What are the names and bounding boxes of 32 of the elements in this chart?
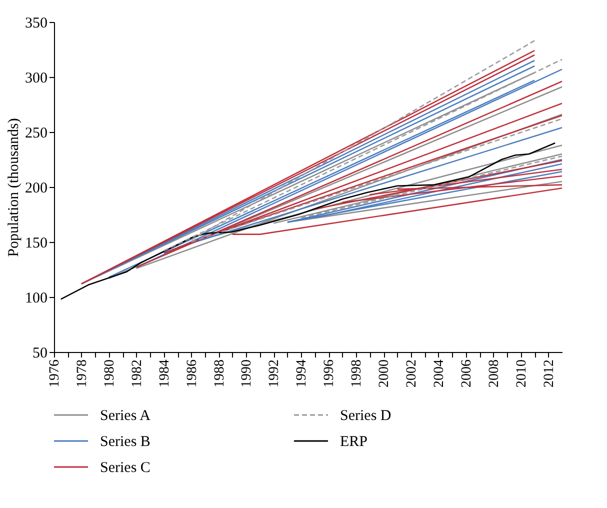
y-tick-label: 250: [25, 126, 48, 142]
legend-label: Series C: [100, 460, 150, 476]
x-tick-label: 1976: [48, 360, 62, 388]
y-tick-label: 350: [25, 16, 48, 32]
x-tick-label: 1990: [240, 360, 255, 388]
x-tick-label: 1984: [157, 360, 172, 388]
x-tick-label: 1996: [322, 360, 338, 388]
x-tick-label: 2006: [459, 360, 474, 388]
x-tick-label: 2010: [514, 360, 530, 388]
legend-label: ERP: [340, 434, 368, 450]
y-tick-label: 50: [32, 346, 48, 362]
x-tick-label: 1982: [130, 360, 145, 388]
x-tick-label: 1986: [184, 360, 200, 388]
x-tick-label: 2000: [377, 360, 392, 388]
x-tick-label: 2004: [432, 360, 447, 388]
y-tick-label: 300: [25, 70, 48, 86]
x-tick-label: 2002: [404, 360, 420, 388]
x-tick-label: 1988: [212, 360, 228, 388]
x-tick-label: 2012: [542, 360, 557, 388]
legend-label: Series A: [100, 408, 151, 424]
y-axis-title: Population (thousands): [6, 118, 22, 257]
x-tick-label: 1994: [294, 360, 310, 388]
legend-label: Series B: [100, 434, 150, 450]
x-tick-label: 1992: [267, 360, 282, 388]
x-tick-label: 1980: [102, 360, 118, 388]
legend-label: Series D: [340, 408, 392, 424]
x-tick-label: 1978: [74, 360, 90, 388]
x-tick-label: 1998: [350, 360, 365, 388]
y-tick-label: 150: [25, 236, 48, 252]
y-tick-label: 100: [25, 290, 48, 306]
y-tick-label: 200: [25, 180, 48, 196]
x-tick-label: 2008: [486, 360, 502, 388]
